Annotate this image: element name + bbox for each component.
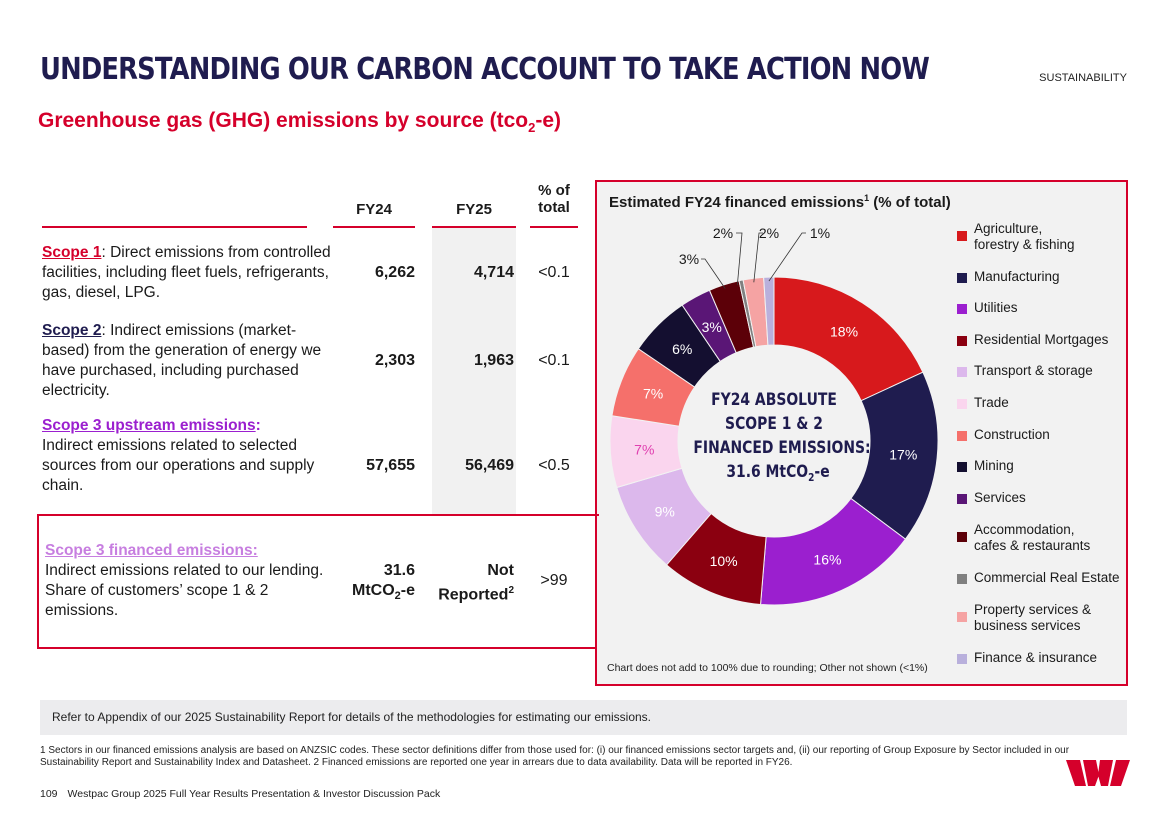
scope1-label: Scope 1 (42, 244, 102, 261)
legend-swatch (957, 399, 967, 409)
scope2-label: Scope 2 (42, 322, 102, 339)
legend-item: Mining (957, 458, 1014, 474)
legend-swatch (957, 532, 967, 542)
legend-swatch (957, 336, 967, 346)
chart-note: Chart does not add to 100% due to roundi… (607, 662, 928, 674)
table-row-scope3-upstream-desc: Scope 3 upstream emissions: Indirect emis… (42, 417, 315, 494)
page-number: 109 (40, 788, 58, 800)
scope3-financed-fy25: Not Reported2 (438, 562, 514, 604)
table-row-scope3-financed-desc: Scope 3 financed emissions: Indirect emis… (45, 542, 324, 619)
legend-label: Accommodation, cafes & restaurants (974, 522, 1091, 553)
westpac-logo-icon (1066, 760, 1130, 786)
legend-item: Commercial Real Estate (957, 570, 1120, 586)
header-rule (42, 226, 307, 228)
header-rule (333, 226, 415, 228)
legend-label: Services (974, 490, 1026, 505)
legend-swatch (957, 231, 967, 241)
legend-label: Manufacturing (974, 269, 1060, 284)
column-header-pct: % of total (538, 182, 570, 216)
table-row-scope1-desc: Scope 1: Direct emissions from controlle… (42, 244, 331, 301)
legend-item: Agriculture, forestry & fishing (957, 221, 1075, 253)
scope1-fy25: 4,714 (473, 264, 514, 281)
legend-label: Transport & storage (974, 363, 1093, 378)
scope3-upstream-fy24: 57,655 (366, 457, 415, 474)
legend-label: Mining (974, 458, 1014, 473)
legend-label: Residential Mortgages (974, 332, 1109, 347)
legend-swatch (957, 462, 967, 472)
legend-item: Accommodation, cafes & restaurants (957, 522, 1090, 554)
scope3-upstream-pct: <0.5 (538, 457, 570, 474)
legend-item: Property services & business services (957, 602, 1091, 634)
legend-label: Agriculture, forestry & fishing (974, 221, 1075, 252)
legend-item: Utilities (957, 300, 1018, 316)
page-footer: 109 Westpac Group 2025 Full Year Results … (40, 788, 440, 800)
legend-item: Trade (957, 395, 1009, 411)
scope3-upstream-fy25: 56,469 (465, 457, 514, 474)
legend-label: Commercial Real Estate (974, 570, 1120, 585)
legend-item: Finance & insurance (957, 650, 1097, 666)
column-header-fy24: FY24 (356, 201, 392, 218)
scope3-upstream-label: Scope 3 upstream emissions (42, 417, 256, 434)
legend-label: Utilities (974, 300, 1018, 315)
scope3-financed-box-top (37, 514, 599, 516)
chart-title: Estimated FY24 financed emissions1 (% of… (609, 193, 951, 211)
page-title: UNDERSTANDING OUR CARBON ACCOUNT TO TAKE… (40, 52, 930, 87)
legend-item: Manufacturing (957, 269, 1060, 285)
legend-item: Services (957, 490, 1026, 506)
legend-label: Construction (974, 427, 1050, 442)
legend-swatch (957, 273, 967, 283)
legend-swatch (957, 494, 967, 504)
fy25-column-shade (432, 228, 516, 514)
legend-item: Construction (957, 427, 1050, 443)
scope2-fy24: 2,303 (374, 352, 415, 369)
legend-swatch (957, 431, 967, 441)
legend-swatch (957, 574, 967, 584)
table-row-scope2-desc: Scope 2: Indirect emissions (market-base… (42, 322, 322, 399)
section-tag: SUSTAINABILITY (1039, 72, 1127, 84)
scope3-financed-pct: >99 (540, 572, 568, 589)
legend-label: Trade (974, 395, 1009, 410)
methodology-note: Refer to Appendix of our 2025 Sustainabi… (40, 700, 1127, 735)
column-header-fy25: FY25 (456, 201, 492, 218)
scope2-fy25: 1,963 (473, 352, 514, 369)
scope1-fy24: 6,262 (374, 264, 415, 281)
legend-swatch (957, 304, 967, 314)
scope1-pct: <0.1 (538, 264, 570, 281)
header-rule (530, 226, 578, 228)
legend-swatch (957, 367, 967, 377)
footnote: 1 Sectors in our financed emissions anal… (40, 745, 1070, 768)
subtitle: Greenhouse gas (GHG) emissions by source… (38, 109, 562, 136)
scope3-financed-fy24: 31.6 MtCO2-e (351, 562, 415, 603)
legend-item: Transport & storage (957, 363, 1093, 379)
legend-swatch (957, 654, 967, 664)
legend-swatch (957, 612, 967, 622)
scope2-pct: <0.1 (538, 352, 570, 369)
legend-label: Finance & insurance (974, 650, 1098, 665)
legend-item: Residential Mortgages (957, 332, 1108, 348)
scope3-financed-label: Scope 3 financed emissions: (45, 542, 258, 559)
document-title: Westpac Group 2025 Full Year Results Pre… (67, 788, 441, 800)
legend-label: Property services & business services (974, 602, 1092, 633)
header-rule (432, 226, 516, 228)
